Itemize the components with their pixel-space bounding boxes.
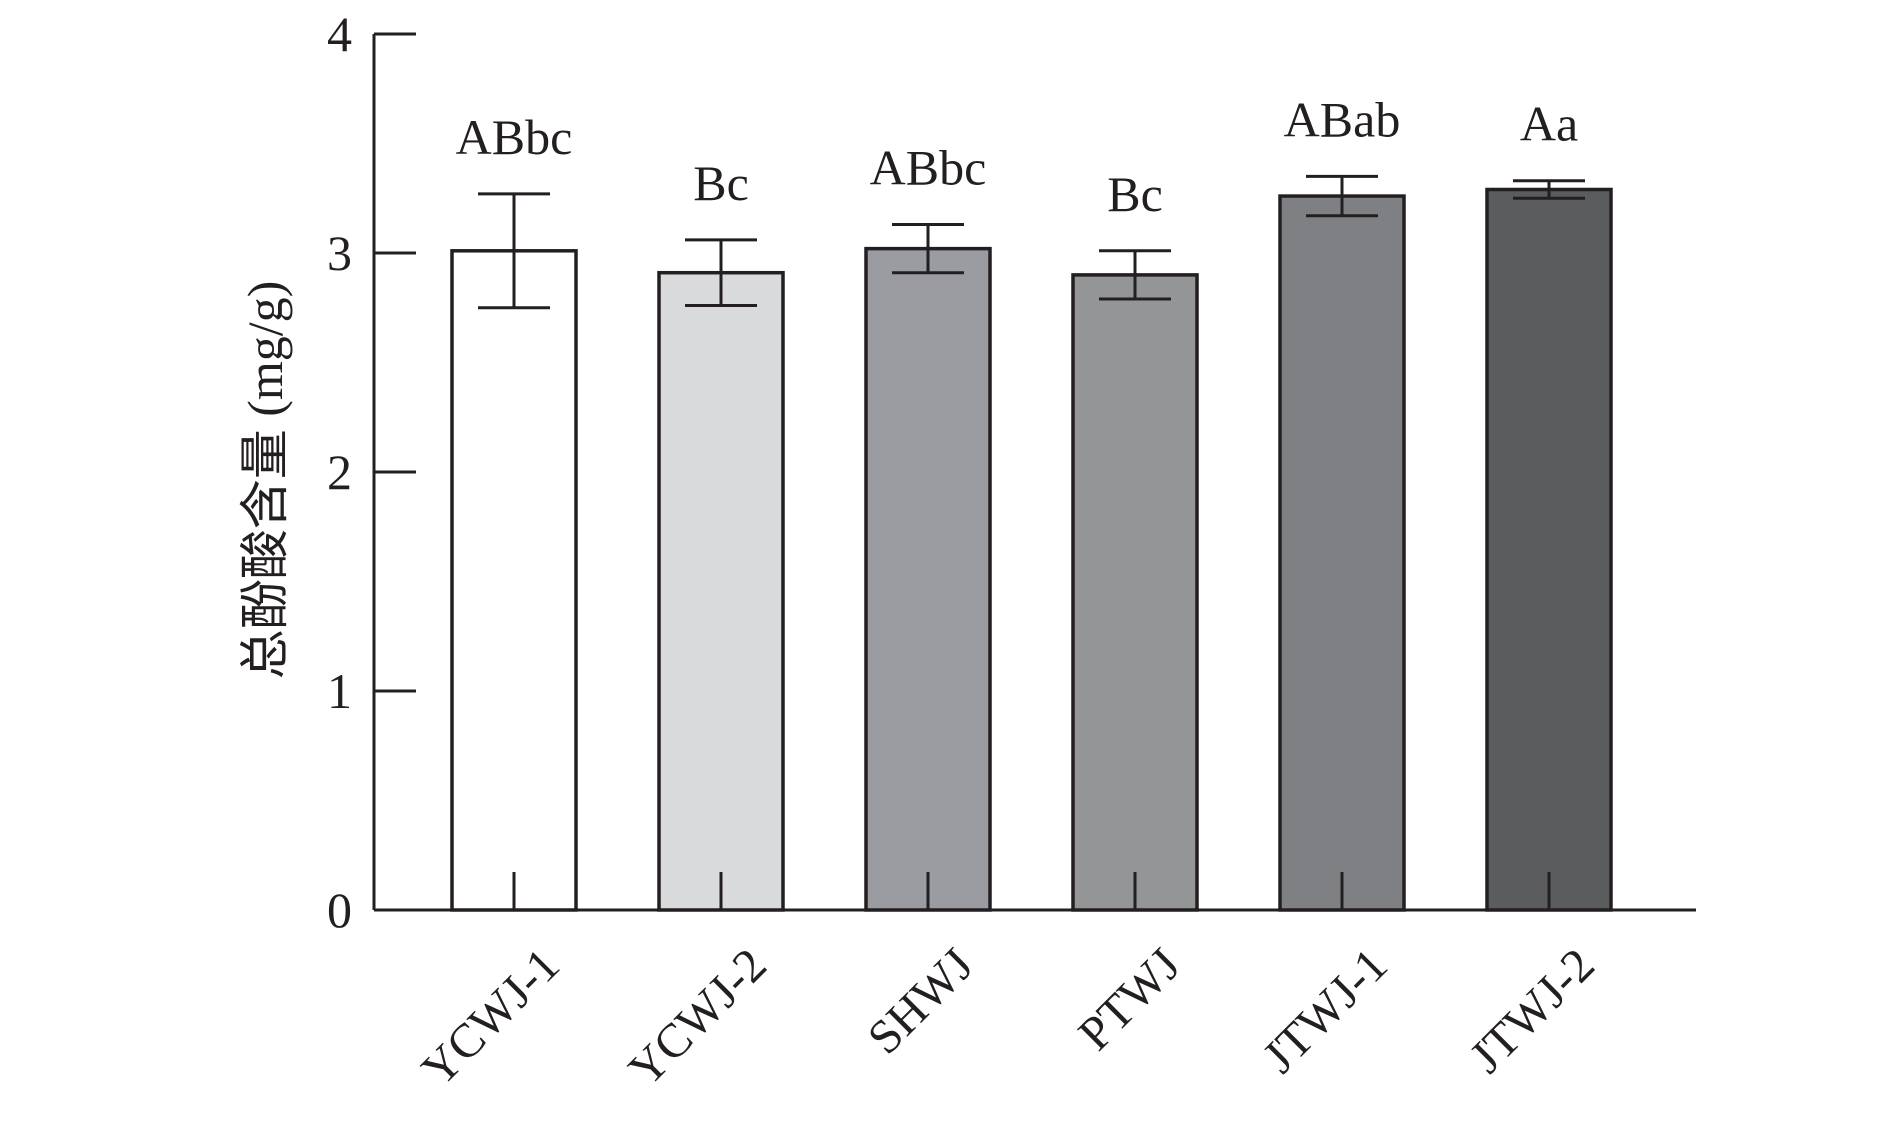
significance-labels-group: ABbc Bc ABbc Bc ABab Aa — [456, 91, 1578, 221]
x-tick-labels-group: YCWJ-1 YCWJ-2 SHWJ PTWJ JTWJ-1 JTWJ-2 — [412, 938, 1605, 1096]
bar — [864, 246, 992, 912]
bars-group — [450, 187, 1613, 912]
significance-label: Aa — [1520, 96, 1578, 152]
y-axis-title: 总酚酸含量 (mg/g) — [237, 281, 293, 680]
y-ticks-group: 0 1 2 3 4 — [327, 6, 416, 938]
x-tick-label: PTWJ — [1068, 938, 1190, 1060]
error-bars-group — [478, 174, 1585, 310]
significance-label: Bc — [1107, 166, 1163, 222]
significance-label: Bc — [693, 155, 749, 211]
significance-label: ABbc — [456, 109, 573, 165]
bar — [1071, 273, 1199, 912]
significance-label: ABbc — [870, 140, 987, 196]
y-tick-label: 2 — [327, 444, 352, 500]
bar — [1485, 187, 1613, 912]
y-tick-label: 0 — [327, 882, 352, 938]
bar — [1278, 194, 1406, 912]
x-tick-label: JTWJ-2 — [1460, 938, 1605, 1083]
significance-label: ABab — [1284, 91, 1401, 147]
y-tick-label: 3 — [327, 225, 352, 281]
x-tick-label: SHWJ — [858, 938, 984, 1064]
x-tick-label: YCWJ-2 — [619, 938, 777, 1096]
x-tick-label: JTWJ-1 — [1253, 938, 1398, 1083]
y-tick-label: 1 — [327, 663, 352, 719]
x-tick-label: YCWJ-1 — [412, 938, 570, 1096]
bar — [657, 270, 785, 912]
y-tick-label: 4 — [327, 6, 352, 62]
bar — [450, 249, 578, 912]
